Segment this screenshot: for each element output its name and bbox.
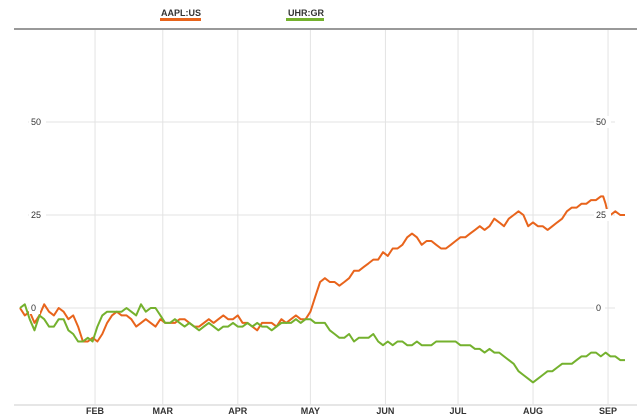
x-tick-label-aug: AUG bbox=[523, 406, 543, 416]
y-tick-label-right-50: 50 bbox=[596, 117, 606, 127]
y-tick-left-0: 0 bbox=[29, 302, 40, 314]
y-tick-label-left-50: 50 bbox=[31, 117, 41, 127]
y-tick-right-25: 25 bbox=[594, 209, 611, 221]
y-tick-left-50: 50 bbox=[29, 116, 46, 128]
y-tick-label-bg bbox=[594, 116, 611, 128]
grid bbox=[28, 30, 615, 405]
y-tick-label-bg bbox=[594, 302, 605, 314]
series-line-aapl-us bbox=[19, 195, 625, 343]
y-tick-label-bg bbox=[29, 302, 40, 314]
y-tick-left-25: 25 bbox=[29, 209, 46, 221]
y-tick-right-50: 50 bbox=[594, 116, 611, 128]
legend-swatch-uhr bbox=[286, 18, 324, 21]
legend: AAPL:US UHR:GR bbox=[160, 8, 324, 21]
legend-swatch-aapl bbox=[160, 18, 201, 21]
y-tick-label-left-25: 25 bbox=[31, 210, 41, 220]
y-tick-label-bg bbox=[29, 209, 46, 221]
x-tick-label-sep: SEP bbox=[599, 406, 617, 416]
y-tick-label-left-0: 0 bbox=[31, 303, 36, 313]
x-tick-label-feb: FEB bbox=[86, 406, 105, 416]
y-tick-right-0: 0 bbox=[594, 302, 605, 314]
legend-label-aapl: AAPL:US bbox=[161, 8, 201, 18]
axis-layer: FEB MAR APR MAY JUN JUL AUG SEP 0 0 25 25 50 50 bbox=[29, 116, 617, 416]
y-tick-label-bg bbox=[29, 116, 46, 128]
x-tick-label-may: MAY bbox=[301, 406, 320, 416]
y-tick-label-bg bbox=[594, 209, 611, 221]
x-tick-label-mar: MAR bbox=[153, 406, 174, 416]
series-line-uhr-gr bbox=[19, 303, 625, 384]
x-tick-label-jul: JUL bbox=[450, 406, 468, 416]
y-tick-label-right-25: 25 bbox=[596, 210, 606, 220]
x-tick-label-jun: JUN bbox=[376, 406, 394, 416]
legend-label-uhr: UHR:GR bbox=[288, 8, 324, 18]
y-tick-label-right-0: 0 bbox=[596, 303, 601, 313]
series-layer bbox=[19, 195, 625, 384]
x-tick-label-apr: APR bbox=[228, 406, 248, 416]
